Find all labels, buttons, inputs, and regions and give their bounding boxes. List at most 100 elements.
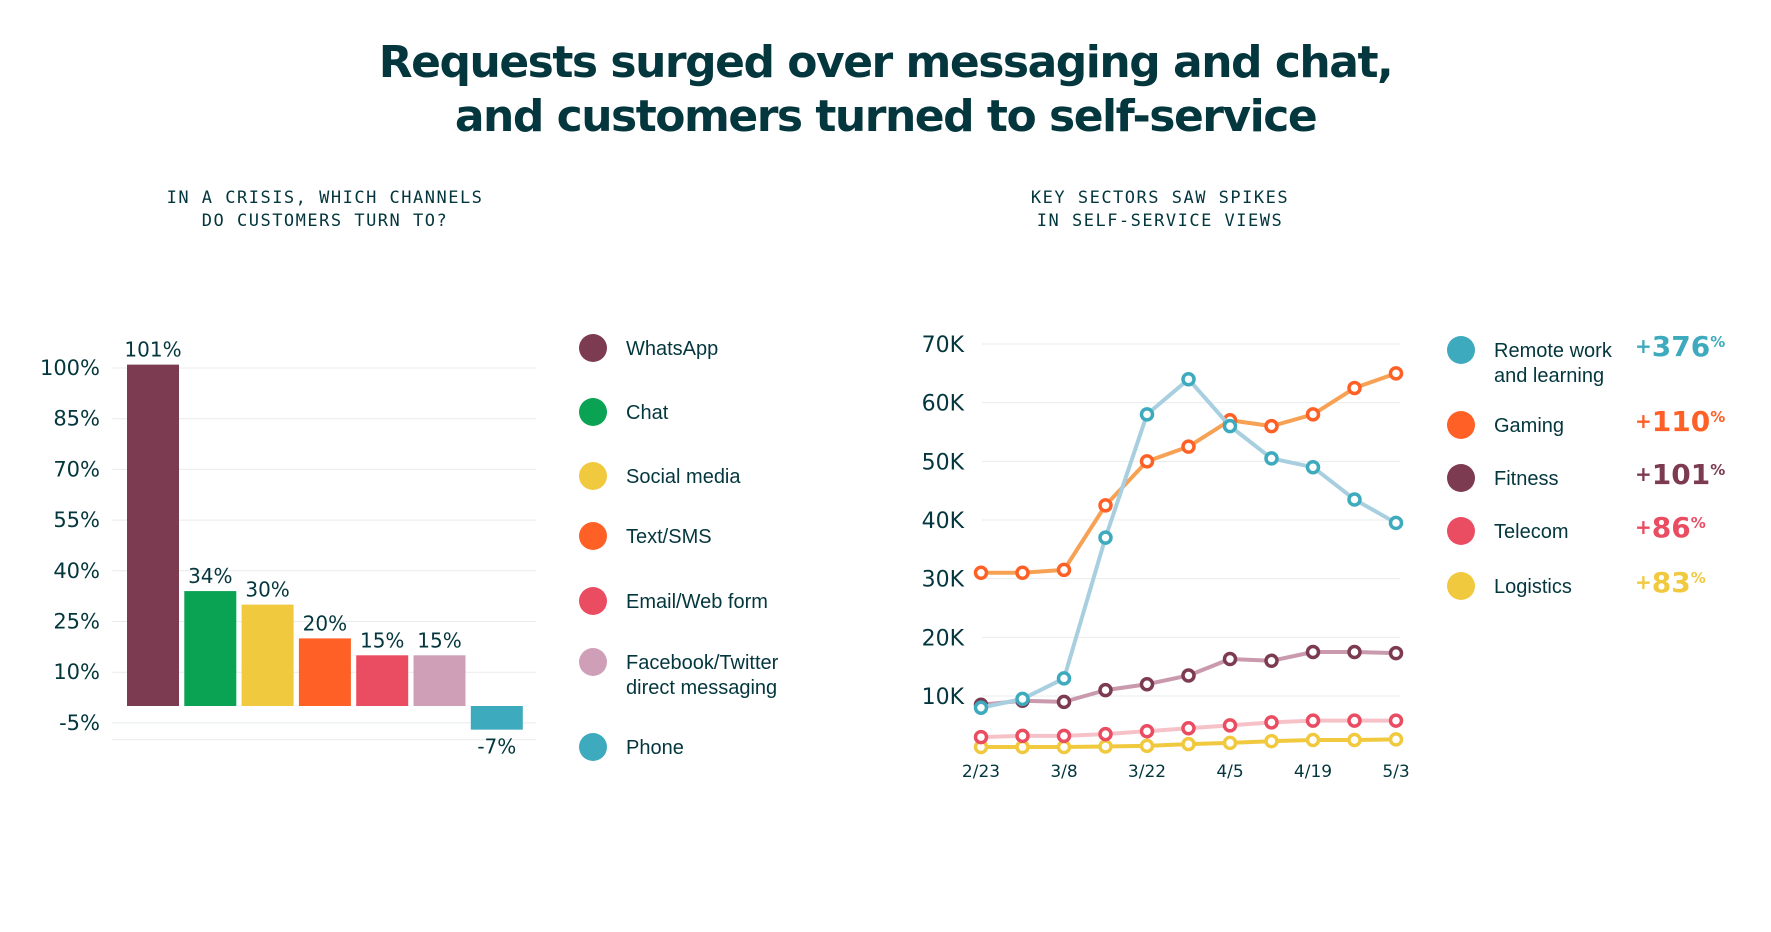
- data-point: [1015, 565, 1030, 581]
- data-point: [1347, 644, 1362, 660]
- change-percent: %: [1710, 408, 1725, 426]
- data-point: [1388, 515, 1404, 531]
- legend-swatch: [579, 334, 607, 362]
- change-plus: +: [1635, 409, 1652, 433]
- legend-label-line: WhatsApp: [626, 338, 718, 360]
- legend-label: Email/Web form: [626, 591, 768, 613]
- bar: [356, 655, 409, 706]
- data-point: [1139, 738, 1155, 754]
- bar-value-label: 101%: [124, 338, 181, 362]
- y-tick-label: -5%: [59, 711, 100, 735]
- data-point: [1388, 366, 1404, 381]
- line-subtitle-line-2: IN SELF-SERVICE VIEWS: [1036, 211, 1284, 231]
- legend-label: Text/SMS: [626, 526, 712, 548]
- legend-swatch: [1447, 572, 1475, 600]
- data-point: [1181, 371, 1196, 387]
- data-point: [1098, 530, 1113, 545]
- bar-subtitle-line-1: IN A CRISIS, WHICH CHANNELS: [166, 188, 484, 208]
- y-tick-label: 50K: [922, 450, 965, 475]
- data-point: [973, 565, 989, 581]
- y-tick-label: 40K: [922, 509, 965, 534]
- y-tick-label: 20K: [922, 626, 965, 651]
- data-point: [1388, 713, 1404, 728]
- change-plus: +: [1635, 570, 1652, 594]
- data-point: [1264, 733, 1279, 749]
- data-point: [1222, 418, 1238, 434]
- x-tick-label: 3/22: [1128, 762, 1166, 782]
- y-tick-label: 85%: [53, 407, 100, 431]
- bar: [413, 655, 466, 706]
- data-point: [1222, 735, 1238, 751]
- legend-label: Phone: [626, 737, 684, 759]
- legend-swatch: [579, 398, 607, 426]
- bar-chart-legend: WhatsApp Chat Social media Text/SMS Email/We…: [579, 334, 779, 761]
- bar-value-label: 30%: [245, 578, 289, 602]
- data-point: [1388, 732, 1404, 747]
- legend-label-line: Logistics: [1494, 576, 1572, 598]
- change-value: 110: [1652, 405, 1710, 438]
- legend-label-line: Telecom: [1494, 521, 1568, 543]
- data-point: [1305, 407, 1321, 422]
- x-tick-label: 4/19: [1294, 762, 1332, 782]
- legend-swatch: [579, 733, 607, 761]
- data-point: [1056, 739, 1072, 755]
- data-point: [1015, 739, 1030, 755]
- data-point: [1098, 498, 1113, 513]
- legend-label-line: Facebook/Twitter: [626, 652, 779, 674]
- data-point: [1056, 671, 1072, 686]
- data-point: [1139, 723, 1155, 739]
- change-percent: %: [1691, 514, 1706, 532]
- legend-label: Facebook/Twitter direct messaging: [626, 652, 779, 699]
- change-plus: +: [1635, 462, 1652, 486]
- data-point: [1181, 439, 1196, 454]
- change-percent: %: [1710, 333, 1725, 351]
- data-point: [973, 700, 989, 715]
- legend-label-line: and learning: [1494, 365, 1604, 387]
- data-point: [1305, 713, 1321, 728]
- data-point: [1305, 732, 1321, 748]
- data-point: [1181, 721, 1196, 736]
- legend-swatch: [579, 522, 607, 550]
- y-tick-label: 25%: [53, 610, 100, 634]
- y-tick-label: 60K: [922, 392, 965, 417]
- y-tick-label: 40%: [53, 559, 100, 583]
- legend-label: Chat: [626, 402, 669, 424]
- bar-subtitle-line-2: DO CUSTOMERS TURN TO?: [201, 211, 449, 231]
- legend-label-line: Text/SMS: [626, 526, 712, 548]
- legend-label: Logistics: [1494, 576, 1572, 598]
- bar-chart: 100% 85% 70% 55% 40% 25% 10% -5% 101% 34% 30% 20% 15…: [40, 338, 536, 759]
- bar-value-label: 15%: [360, 628, 404, 652]
- series-line: [981, 371, 1397, 575]
- change-percent: %: [1691, 569, 1706, 587]
- title-line-2: and customers turned to self-service: [454, 91, 1318, 142]
- data-point: [1305, 644, 1321, 660]
- legend-label-line: Fitness: [1494, 468, 1558, 490]
- legend-swatch: [579, 648, 607, 676]
- change-value: 101: [1652, 458, 1710, 491]
- data-point: [1347, 732, 1362, 748]
- title-line-1: Requests surged over messaging and chat,: [378, 37, 1394, 88]
- change-value: 86: [1652, 511, 1691, 544]
- data-point: [1305, 459, 1321, 475]
- legend-label: Social media: [626, 466, 741, 488]
- data-point: [1264, 715, 1279, 730]
- legend-label: Telecom: [1494, 521, 1568, 543]
- legend-label: Gaming: [1494, 415, 1564, 437]
- bar: [298, 638, 351, 706]
- bar-value-label: 34%: [188, 564, 232, 588]
- data-point: [1264, 653, 1279, 669]
- data-point: [1388, 645, 1404, 661]
- legend-label-line: direct messaging: [626, 677, 777, 699]
- change-percent: %: [1710, 461, 1725, 479]
- legend-swatch: [579, 587, 607, 615]
- data-point: [1347, 380, 1362, 396]
- y-tick-label: 10K: [922, 685, 965, 710]
- x-tick-label: 5/3: [1382, 762, 1409, 782]
- data-point: [1264, 451, 1279, 466]
- legend-label: Fitness: [1494, 468, 1558, 490]
- data-point: [1056, 562, 1072, 578]
- line-chart-subtitle: KEY SECTORS SAW SPIKES IN SELF-SERVICE V…: [960, 187, 1360, 233]
- x-tick-label: 3/8: [1050, 762, 1077, 782]
- bar-value-label: 20%: [303, 611, 347, 635]
- x-tick-label: 4/5: [1216, 762, 1243, 782]
